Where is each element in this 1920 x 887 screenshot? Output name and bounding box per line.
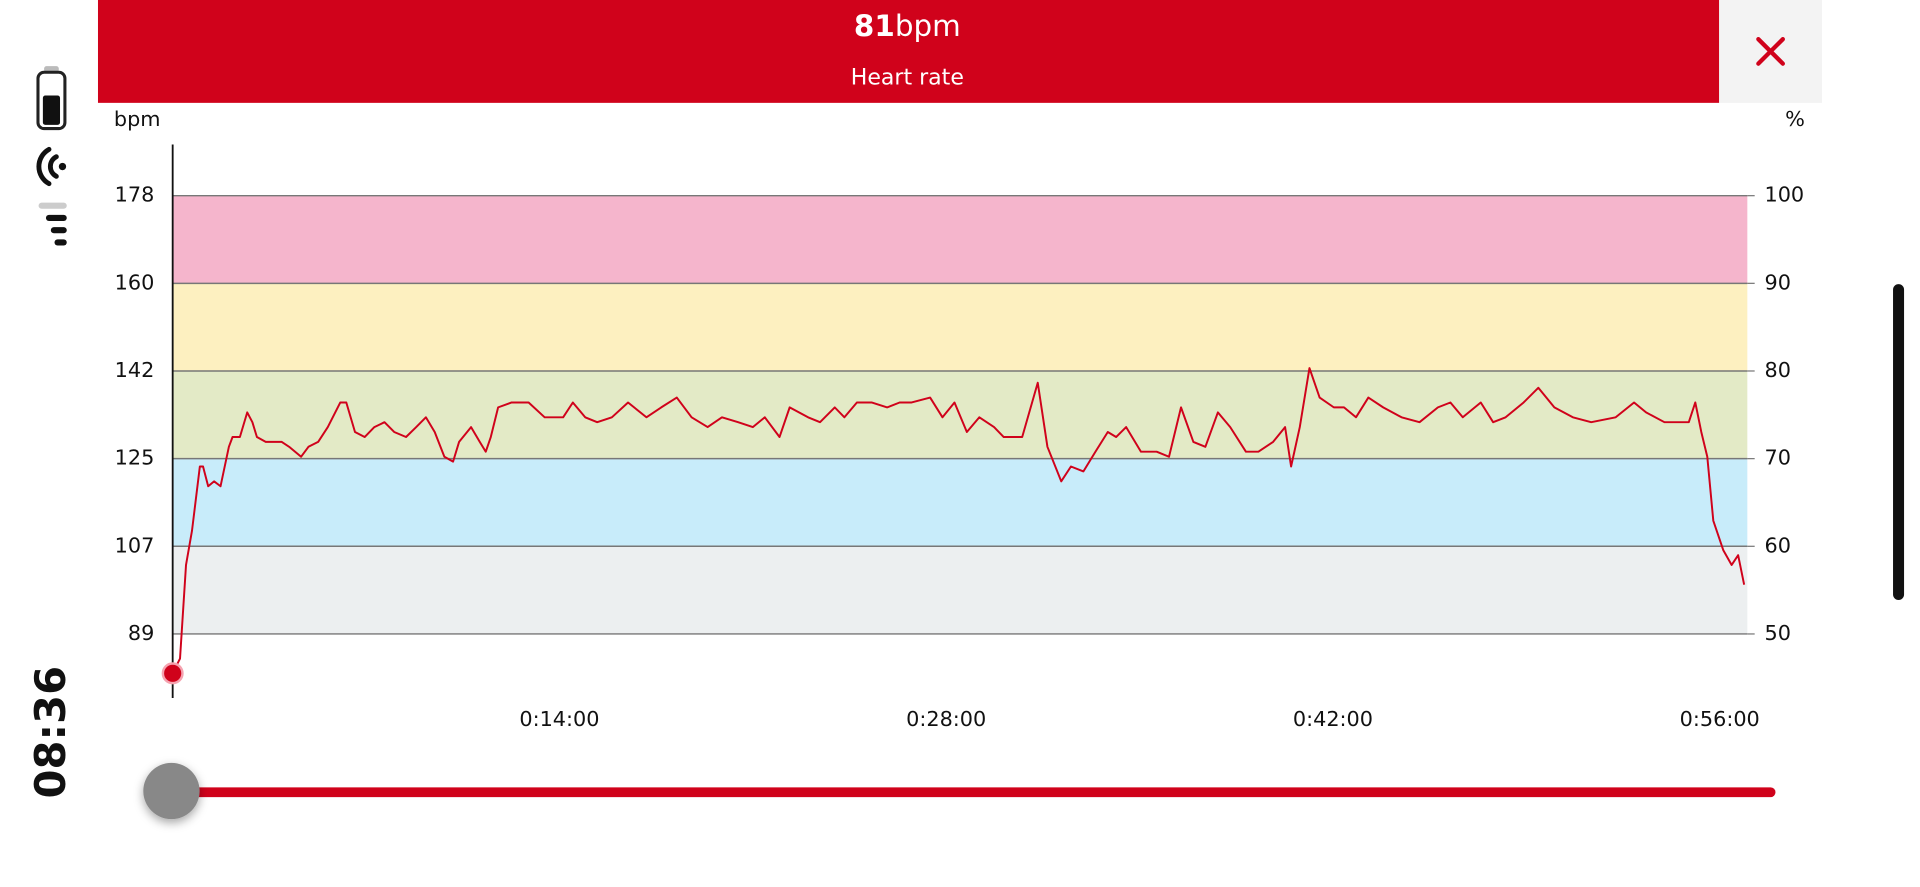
y-tick-label: 125 [115, 446, 155, 470]
status-bar: 08:36 [26, 66, 75, 798]
x-tick-label: 0:14:00 [519, 707, 599, 731]
slider-knob[interactable] [143, 762, 200, 820]
y-tick-label: 142 [115, 358, 155, 382]
hr-zone [172, 195, 1748, 284]
header-bar [97, 0, 1720, 103]
y2-axis-label: % [1785, 107, 1805, 131]
header-value: 81bpm [854, 8, 961, 42]
y2-tick-label: 50 [1764, 621, 1790, 645]
y-tick-label: 89 [128, 621, 154, 645]
y-tick-label: 160 [115, 270, 155, 294]
close-icon[interactable] [1756, 37, 1785, 66]
position-marker [161, 662, 184, 685]
hr-zone [172, 458, 1748, 547]
y2-tick-label: 80 [1764, 358, 1790, 382]
signal-icon [38, 202, 67, 246]
battery [36, 70, 67, 131]
y2-tick-label: 60 [1764, 533, 1790, 557]
hr-zone [172, 283, 1748, 371]
time-slider[interactable] [143, 762, 1776, 820]
y-tick-label: 107 [115, 533, 155, 557]
x-tick-label: 0:28:00 [906, 707, 986, 731]
header-number: 81 [854, 8, 895, 42]
hr-zone [172, 546, 1748, 634]
scrollbar [1893, 284, 1905, 600]
y2-tick-label: 90 [1764, 270, 1790, 294]
y2-tick-label: 100 [1764, 183, 1804, 207]
x-tick-label: 0:56:00 [1680, 707, 1760, 731]
clock: 08:36 [26, 666, 75, 799]
battery-level [42, 95, 61, 125]
x-tick-label: 0:42:00 [1293, 707, 1373, 731]
y-tick-label: 178 [115, 183, 155, 207]
y2-tick-label: 70 [1764, 446, 1790, 470]
header-label: Heart rate [851, 65, 964, 90]
y-axis-label: bpm [114, 107, 161, 131]
close-button[interactable] [1719, 0, 1823, 103]
plot: 89 107 125 142 160 178 50 60 70 80 90 100 0:14:00 0:2… [115, 144, 1804, 731]
header-unit: bpm [895, 8, 961, 42]
hr-line [171, 367, 1746, 674]
wifi-icon [36, 146, 67, 187]
